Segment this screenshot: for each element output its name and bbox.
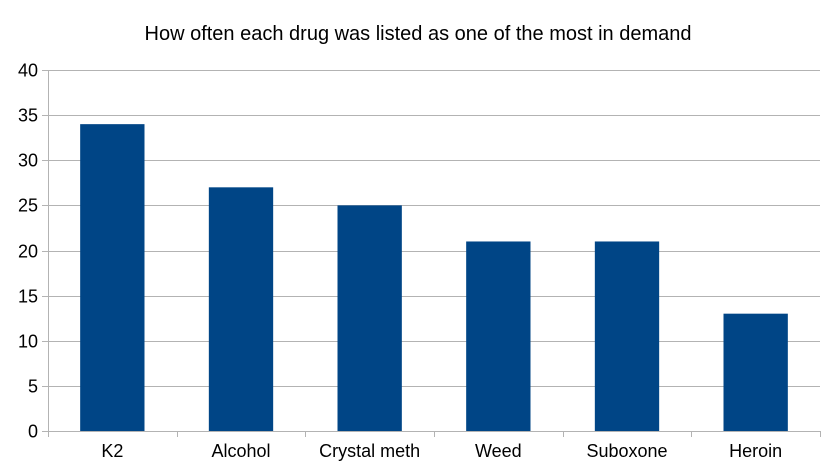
y-tick-label: 25 [18,196,38,216]
bar-heroin [723,313,788,431]
bar-crystal-meth [337,205,402,431]
y-tick-label: 40 [18,61,38,81]
x-tick-label: Weed [475,441,522,461]
bars [80,124,788,432]
chart-title: How often each drug was listed as one of… [145,23,692,45]
x-tick-label: K2 [101,441,123,461]
bar-weed [466,241,531,431]
y-tick-label: 15 [18,287,38,307]
x-axis-tick-labels: K2 Alcohol Crystal meth Weed Suboxone Heroin [101,441,782,461]
bar-suboxone [594,241,660,431]
y-axis-tick-labels: 0 5 10 15 20 25 30 35 40 [18,61,38,442]
bar-k2 [80,124,145,432]
y-tick-label: 0 [28,422,38,442]
axes [42,70,821,437]
x-tick-label: Heroin [729,441,782,461]
x-tick-label: Crystal meth [319,441,420,461]
x-tick-label: Alcohol [211,441,270,461]
y-tick-label: 10 [18,332,38,352]
y-tick-label: 35 [18,106,38,126]
x-tick-label: Suboxone [586,441,667,461]
bar-alcohol [208,187,274,431]
y-tick-label: 20 [18,242,38,262]
y-tick-label: 5 [28,377,38,397]
gridlines [48,70,820,432]
y-tick-label: 30 [18,151,38,171]
